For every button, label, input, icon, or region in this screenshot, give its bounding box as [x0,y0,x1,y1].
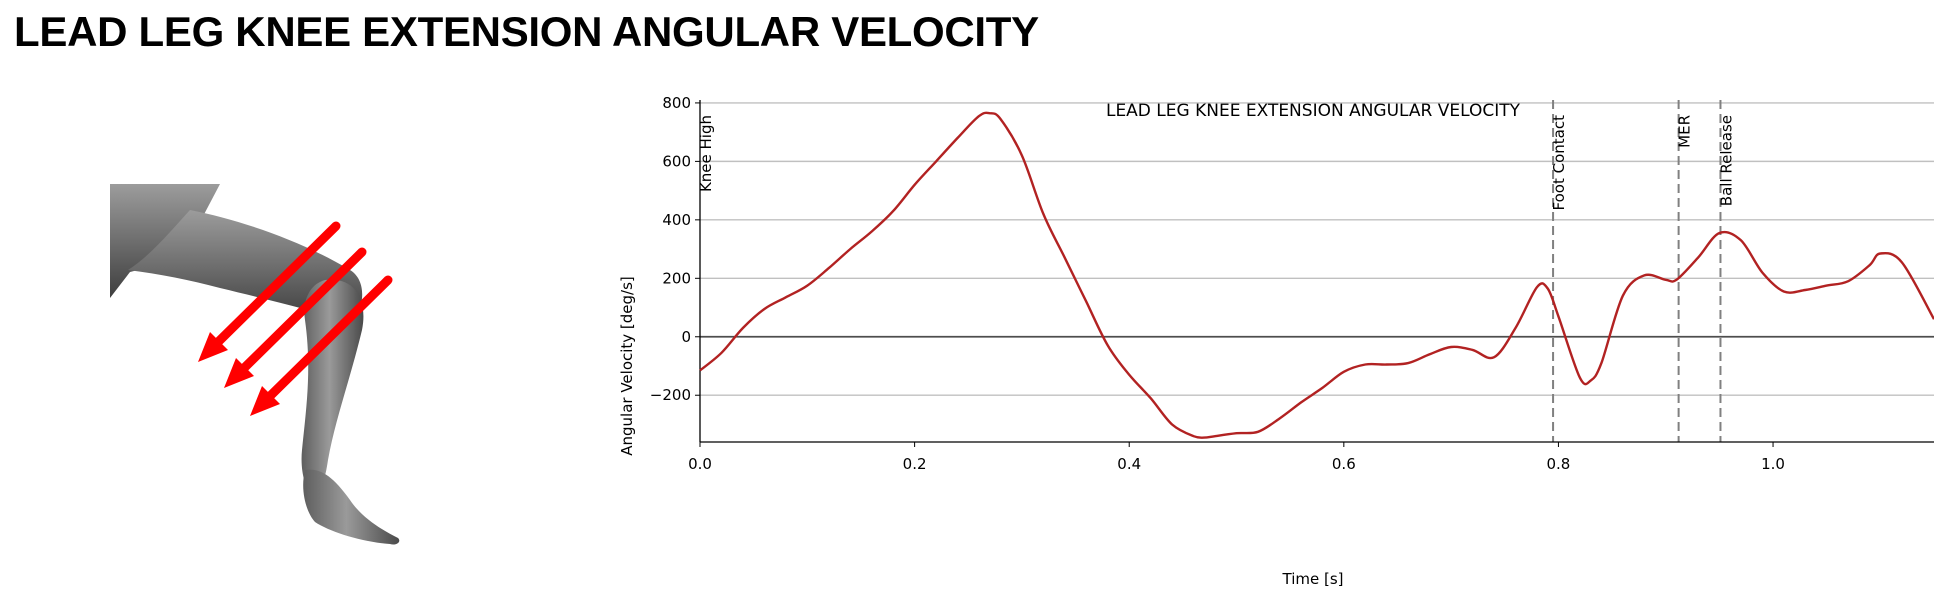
y-tick-label: 600 [662,152,691,170]
arrow-line [259,275,393,407]
series-line [699,111,1934,439]
x-tick-label: 0.0 [688,455,712,473]
foot-shape [303,469,400,545]
angular-velocity-chart: LEAD LEG KNEE EXTENSION ANGULAR VELOCITY… [600,90,1934,590]
arrow-head-icon [224,358,254,388]
event-label: Knee High [697,115,715,192]
y-tick-label: 400 [662,211,691,229]
chart-title: LEAD LEG KNEE EXTENSION ANGULAR VELOCITY [1106,101,1521,121]
series [699,111,1934,439]
chart-canvas: LEAD LEG KNEE EXTENSION ANGULAR VELOCITY… [618,94,1934,588]
x-axis-label: Time [s] [1282,570,1344,588]
arrow-line [207,221,341,353]
axes [695,100,1934,447]
event-label: Foot Contact [1550,115,1568,211]
leg-illustration [110,184,400,545]
x-tick-label: 0.8 [1547,455,1571,473]
shin-shape [301,279,364,492]
event-label: Ball Release [1717,115,1735,206]
arrow-heads [198,332,280,416]
y-axis-label: Angular Velocity [deg/s] [618,276,636,456]
arrow-head-icon [250,386,280,416]
y-tick-label: 200 [662,269,691,287]
y-tick-label: −200 [650,386,691,404]
event-markers: Knee High Foot Contact MER Ball Release [697,100,1735,442]
event-label: MER [1676,115,1694,148]
tick-labels: −200 0 200 400 600 800 0.0 0.2 0.4 0.6 0.8 1.0 [650,94,1785,473]
x-tick-label: 1.0 [1761,455,1785,473]
grid-lines [700,102,1934,396]
x-tick-label: 0.6 [1332,455,1356,473]
page-title: LEAD LEG KNEE EXTENSION ANGULAR VELOCITY [14,8,1039,55]
knee-extension-leg-icon [100,170,440,560]
y-tick-label: 0 [681,328,691,346]
x-tick-label: 0.4 [1117,455,1141,473]
extension-arrows [207,221,393,407]
arrow-head-icon [198,332,228,362]
thigh-shape [128,210,363,322]
arrow-line [233,247,367,379]
x-tick-label: 0.2 [903,455,927,473]
y-tick-label: 800 [662,94,691,112]
